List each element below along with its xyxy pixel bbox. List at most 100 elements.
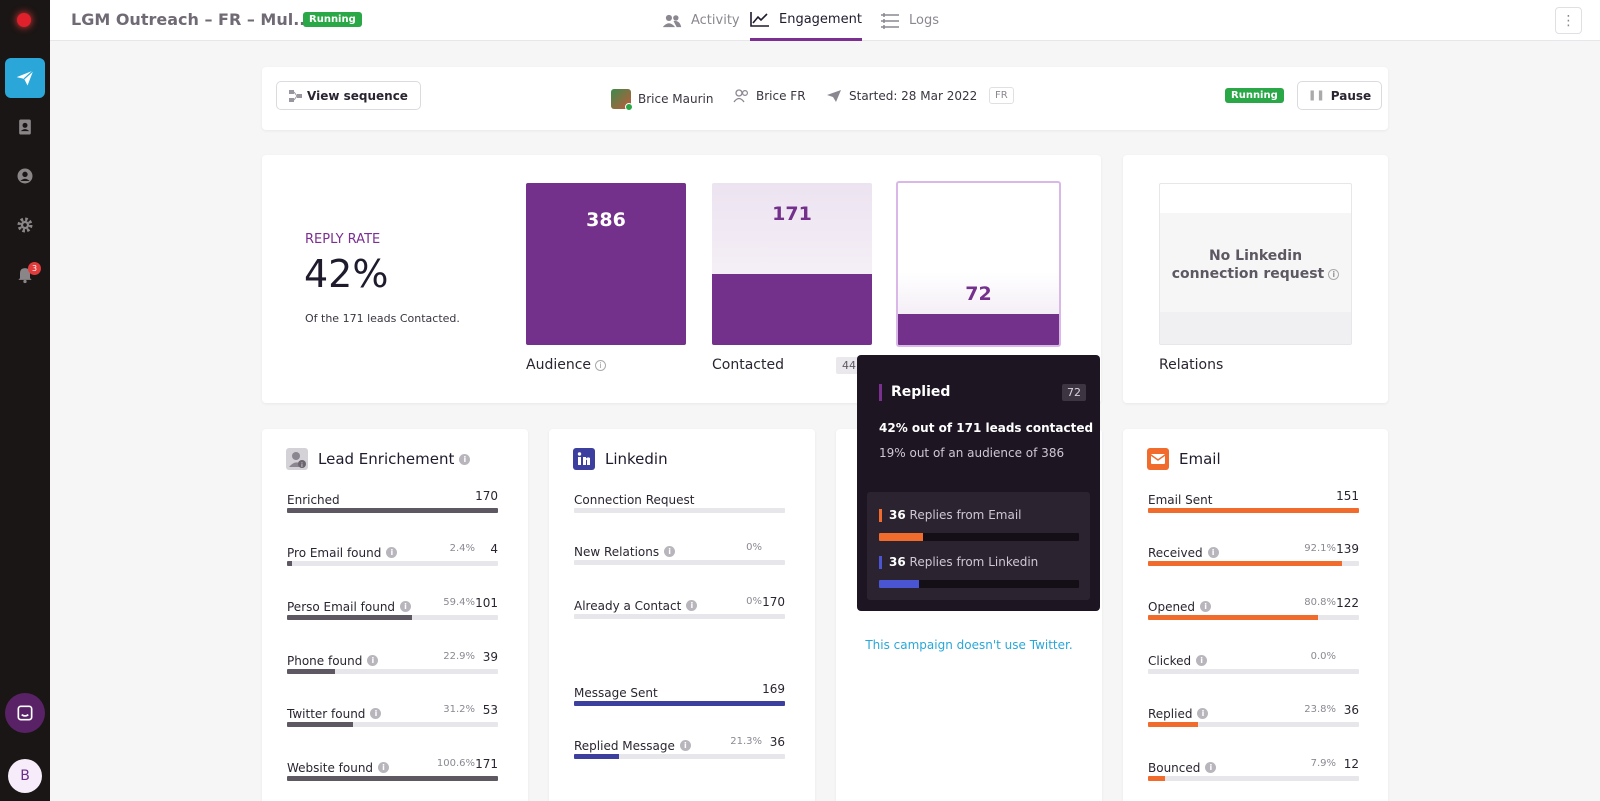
info-icon[interactable]: i <box>1197 708 1209 719</box>
email-replies-fill <box>879 533 923 541</box>
tab-logs[interactable]: Logs <box>880 0 939 41</box>
stat-progress-fill <box>574 754 619 759</box>
linkedin-icon <box>573 448 595 470</box>
pause-icon: ❚❚ <box>1308 90 1325 101</box>
campaign-status-badge: Running <box>303 12 362 27</box>
replied-tooltip: Replied 72 42% out of 171 leads contacte… <box>857 355 1100 611</box>
audience-bar[interactable]: 386 <box>526 183 686 345</box>
stat-label: Received <box>1148 546 1203 560</box>
pause-button[interactable]: ❚❚ Pause <box>1297 81 1383 110</box>
sidebar-item-campaigns[interactable] <box>5 58 45 98</box>
users-icon <box>662 14 682 27</box>
stat-value: 151 <box>1336 489 1359 503</box>
stat-progress-track <box>287 508 498 513</box>
reply-rate-label: REPLY RATE <box>305 232 381 247</box>
stat-value: 139 <box>1336 542 1359 556</box>
sidebar-item-settings[interactable] <box>5 205 45 245</box>
line-chart-icon <box>750 12 769 27</box>
stat-percent: 80.8% <box>1304 597 1336 608</box>
logs-icon <box>881 12 899 29</box>
info-icon[interactable]: i <box>1205 762 1217 773</box>
linkedin-replies-fill <box>879 580 919 588</box>
info-icon[interactable]: i <box>370 708 382 719</box>
stat-label: Message Sent <box>574 686 658 700</box>
user-avatar[interactable]: B <box>8 759 42 793</box>
contacted-bar[interactable]: 171 <box>712 183 872 345</box>
info-icon[interactable]: i <box>664 546 676 557</box>
sidebar-item-notifications[interactable] <box>5 254 45 294</box>
relations-empty-label: No Linkedin connection request <box>1171 248 1325 282</box>
stat-progress-track <box>1148 776 1359 781</box>
info-icon[interactable]: i <box>459 453 471 465</box>
top-bar: LGM Outreach – FR – Mul... Running Activ… <box>50 0 1600 41</box>
sidebar-item-identities[interactable] <box>5 156 45 196</box>
stat-value: 170 <box>762 595 785 609</box>
tooltip-row-linkedin: 36 Replies from Linkedin <box>879 555 1079 588</box>
reply-rate-subtitle: Of the 171 leads Contacted. <box>305 312 460 325</box>
stat-progress-track <box>574 614 785 619</box>
tab-engagement-label: Engagement <box>779 11 862 27</box>
contacted-bar-fill <box>712 273 872 345</box>
twitter-notice: This campaign doesn't use Twitter. <box>865 638 1073 652</box>
stat-row: Pro Email found i 2.4% 4 <box>287 542 498 566</box>
stat-progress-track <box>574 754 785 759</box>
tooltip-count: 72 <box>1062 384 1086 401</box>
info-icon[interactable]: i <box>686 600 698 611</box>
paper-plane-icon <box>16 70 34 86</box>
email-title-text: Email <box>1179 450 1221 468</box>
stat-progress-track <box>574 508 785 513</box>
tooltip-row-email: 36 Replies from Email <box>879 508 1079 541</box>
info-icon[interactable]: i <box>367 655 379 666</box>
info-icon[interactable]: i <box>1196 655 1208 666</box>
stat-label: Phone found <box>287 654 363 668</box>
stat-progress-track <box>287 561 498 566</box>
stat-label: Website found <box>287 761 374 775</box>
stat-progress-fill <box>287 776 498 781</box>
notification-count-badge: 3 <box>28 262 41 275</box>
tab-activity[interactable]: Activity <box>662 0 740 41</box>
stat-progress-track <box>574 701 785 706</box>
info-icon[interactable]: i <box>1207 547 1219 558</box>
sidebar-item-contacts[interactable] <box>5 107 45 147</box>
info-icon[interactable]: i <box>595 359 607 371</box>
stat-row: Perso Email found i 59.4% 101 <box>287 596 498 620</box>
audience-label-text: Audience <box>526 357 592 373</box>
record-indicator-icon <box>17 13 31 27</box>
info-icon[interactable]: i <box>1328 268 1340 280</box>
support-chat-button[interactable] <box>5 693 45 733</box>
stat-progress-track <box>1148 508 1359 513</box>
stat-row: Bounced i 7.9% 12 <box>1148 757 1359 781</box>
stat-percent: 31.2% <box>443 704 475 715</box>
stat-row: Replied Message i 21.3% 36 <box>574 735 785 759</box>
stat-progress-fill <box>1148 722 1199 727</box>
email-icon <box>1147 448 1169 470</box>
stat-label: Opened <box>1148 600 1196 614</box>
stat-value: 36 <box>769 735 785 749</box>
more-options-button[interactable]: ⋮ <box>1555 7 1582 34</box>
audience-label: Audience i <box>526 357 607 373</box>
audience-bar-fill <box>526 183 686 345</box>
linkedin-card: Linkedin Connection Request New Relations… <box>549 429 815 801</box>
tooltip-title: Replied <box>879 384 950 401</box>
info-icon[interactable]: i <box>400 601 412 612</box>
campaign-header-card: View sequence <box>262 67 1388 130</box>
info-icon[interactable]: i <box>679 740 691 751</box>
info-icon[interactable]: i <box>1200 601 1212 612</box>
app-sidebar: 3 B <box>0 0 50 801</box>
info-icon[interactable]: i <box>378 762 390 773</box>
stat-percent: 92.1% <box>1304 543 1336 554</box>
tooltip-breakdown: 36 Replies from Email 36 Replies from Li… <box>867 492 1090 600</box>
tooltip-line-audience: 19% out of an audience of 386 <box>879 446 1065 460</box>
header-status-badge: Running <box>1225 88 1284 103</box>
replied-bar[interactable]: 72 <box>896 181 1061 347</box>
tab-activity-label: Activity <box>691 13 740 28</box>
view-sequence-button[interactable]: View sequence <box>276 81 421 110</box>
info-icon[interactable]: i <box>386 547 398 558</box>
stat-value: 12 <box>1343 757 1359 771</box>
stat-progress-track <box>287 669 498 674</box>
campaign-title: LGM Outreach – FR – Mul... <box>71 10 312 29</box>
owner-avatar <box>611 89 633 111</box>
email-replies-label: Replies from Email <box>909 508 1022 522</box>
stat-progress-track <box>287 615 498 620</box>
tab-engagement[interactable]: Engagement <box>750 0 862 41</box>
